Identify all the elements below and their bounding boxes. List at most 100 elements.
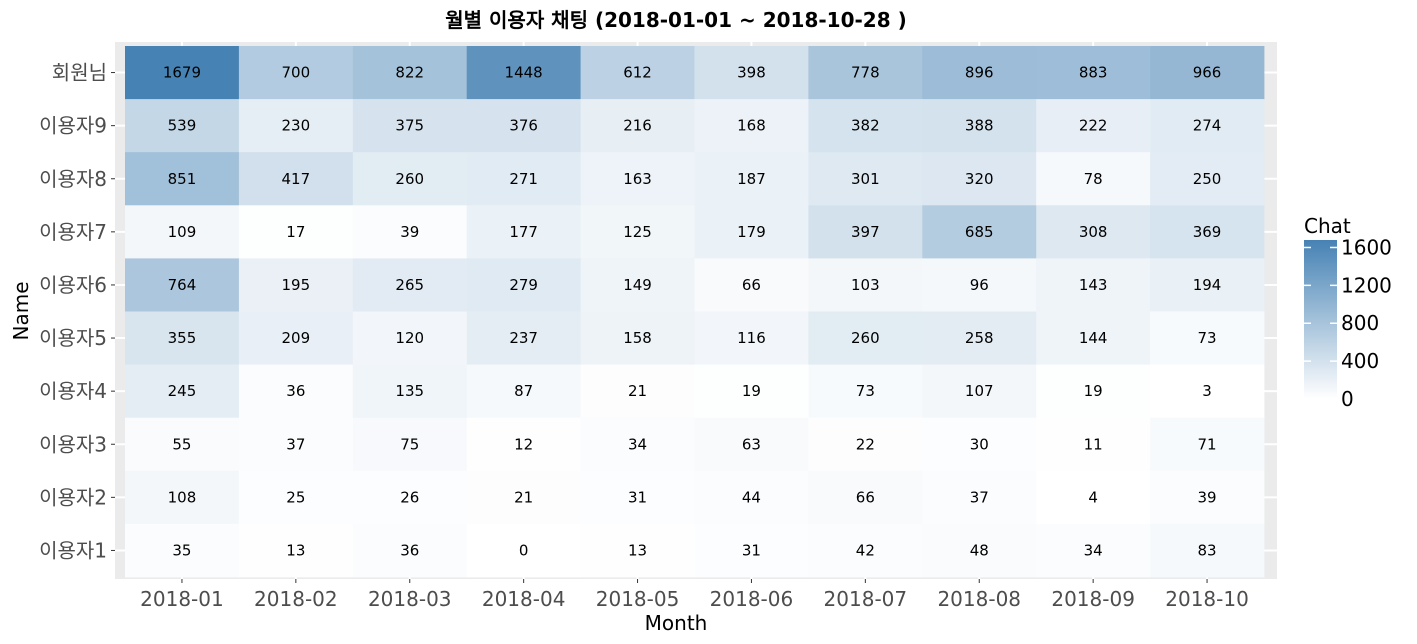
- y-tick-label: 회원님: [52, 61, 107, 85]
- heatmap-cell: [694, 258, 809, 312]
- cell-value-label: 216: [623, 117, 652, 135]
- heatmap-cell: [352, 364, 468, 419]
- heatmap-cell: [694, 152, 809, 206]
- heatmap-cell: [1150, 258, 1265, 312]
- y-tick-label: 이용자5: [39, 326, 107, 350]
- x-tick-label: 2018-02: [254, 587, 338, 611]
- heatmap-cell: [922, 523, 1037, 578]
- cell-value-label: 883: [1079, 64, 1108, 82]
- cell-value-label: 260: [851, 329, 880, 347]
- heatmap-cell: [1036, 152, 1151, 206]
- cell-value-label: 66: [856, 488, 875, 506]
- x-tick-label: 2018-09: [1051, 587, 1135, 611]
- heatmap-cell: [1036, 46, 1151, 100]
- cell-value-label: 187: [737, 170, 766, 188]
- cell-value-label: 355: [168, 329, 197, 347]
- cell-value-label: 96: [970, 276, 989, 294]
- heatmap-cell: [352, 311, 468, 365]
- heatmap-cell: [1150, 46, 1265, 100]
- legend-ticks: 0 400 800 1200 1600: [1304, 235, 1392, 411]
- heatmap-cell: [1150, 523, 1265, 578]
- cell-value-label: 308: [1079, 223, 1108, 241]
- x-axis-title: Month: [645, 611, 708, 635]
- cell-value-label: 822: [395, 64, 424, 82]
- heatmap-cell: [238, 364, 354, 419]
- legend-tick-label: 800: [1341, 311, 1379, 335]
- heatmap-cell: [922, 417, 1037, 472]
- cell-value-label: 265: [395, 276, 424, 294]
- heatmap-cell: [352, 523, 468, 578]
- cell-value-label: 31: [742, 541, 761, 559]
- heatmap-cell: [125, 417, 240, 472]
- heatmap-cells: [125, 46, 1265, 578]
- cell-value-label: 375: [395, 117, 424, 135]
- heatmap-cell: [922, 470, 1037, 525]
- x-axis-ticks: 2018-01 2018-02 2018-03 2018-04 2018-05 2018-…: [140, 579, 1249, 611]
- heatmap-cell: [352, 205, 468, 259]
- heatmap-cell: [466, 364, 581, 419]
- cell-value-label: 120: [395, 329, 424, 347]
- cell-value-label: 398: [737, 64, 766, 82]
- heatmap-cell: [808, 470, 923, 525]
- heatmap-cell: [808, 46, 923, 100]
- heatmap-cell: [922, 46, 1037, 100]
- cell-value-label: 13: [286, 541, 305, 559]
- cell-value-label: 369: [1193, 223, 1222, 241]
- cell-value-label: 177: [509, 223, 538, 241]
- heatmap-cell: [1036, 99, 1151, 153]
- cell-value-label: 3: [1202, 382, 1212, 400]
- legend-tick-label: 400: [1341, 349, 1379, 373]
- heatmap-cell: [125, 311, 240, 365]
- heatmap-cell: [580, 470, 695, 525]
- cell-value-label: 397: [851, 223, 880, 241]
- cell-value-label: 168: [737, 117, 766, 135]
- cell-value-label: 71: [1198, 435, 1217, 453]
- cell-value-label: 388: [965, 117, 994, 135]
- heatmap-cell: [466, 523, 581, 578]
- cell-value-label: 63: [742, 435, 761, 453]
- cell-value-label: 87: [514, 382, 533, 400]
- cell-value-label: 195: [282, 276, 311, 294]
- heatmap-cell: [125, 46, 240, 100]
- cell-value-label: 12: [514, 435, 533, 453]
- cell-value-label: 42: [856, 541, 875, 559]
- cell-value-label: 301: [851, 170, 880, 188]
- cell-value-label: 778: [851, 64, 880, 82]
- heatmap-cell: [694, 311, 809, 365]
- cell-value-label: 279: [509, 276, 538, 294]
- legend-tick-label: 1200: [1341, 273, 1392, 297]
- heatmap-cell: [808, 205, 923, 259]
- heatmap-cell: [466, 470, 581, 525]
- cell-value-label: 19: [742, 382, 761, 400]
- cell-value-label: 764: [168, 276, 197, 294]
- heatmap-cell: [694, 470, 809, 525]
- heatmap-cell: [1150, 311, 1265, 365]
- y-tick-label: 이용자6: [39, 273, 107, 297]
- x-tick-label: 2018-04: [482, 587, 566, 611]
- cell-value-label: 55: [172, 435, 191, 453]
- heatmap-cell: [238, 152, 354, 206]
- heatmap-cell: [808, 311, 923, 365]
- cell-value-label: 966: [1193, 64, 1222, 82]
- cell-value-label: 39: [1198, 488, 1217, 506]
- chart-title: 월별 이용자 채팅 (2018-01-01 ~ 2018-10-28 ): [445, 8, 906, 32]
- cell-value-label: 612: [623, 64, 652, 82]
- cell-value-label: 34: [1084, 541, 1103, 559]
- x-tick-label: 2018-08: [937, 587, 1021, 611]
- cell-value-label: 17: [286, 223, 305, 241]
- cell-value-label: 4: [1088, 488, 1098, 506]
- cell-value-label: 250: [1193, 170, 1222, 188]
- heatmap-cell: [1036, 364, 1151, 419]
- heatmap-cell: [466, 205, 581, 259]
- y-axis-title: Name: [9, 281, 33, 340]
- heatmap-cell: [922, 99, 1037, 153]
- y-tick-label: 이용자8: [39, 167, 107, 191]
- heatmap-cell: [125, 470, 240, 525]
- y-tick-label: 이용자7: [39, 220, 107, 244]
- heatmap-cell: [1150, 417, 1265, 472]
- cell-value-label: 36: [286, 382, 305, 400]
- heatmap-cell: [125, 258, 240, 312]
- cell-value-label: 73: [1198, 329, 1217, 347]
- heatmap-cell: [1036, 205, 1151, 259]
- heatmap-cell: [238, 99, 354, 153]
